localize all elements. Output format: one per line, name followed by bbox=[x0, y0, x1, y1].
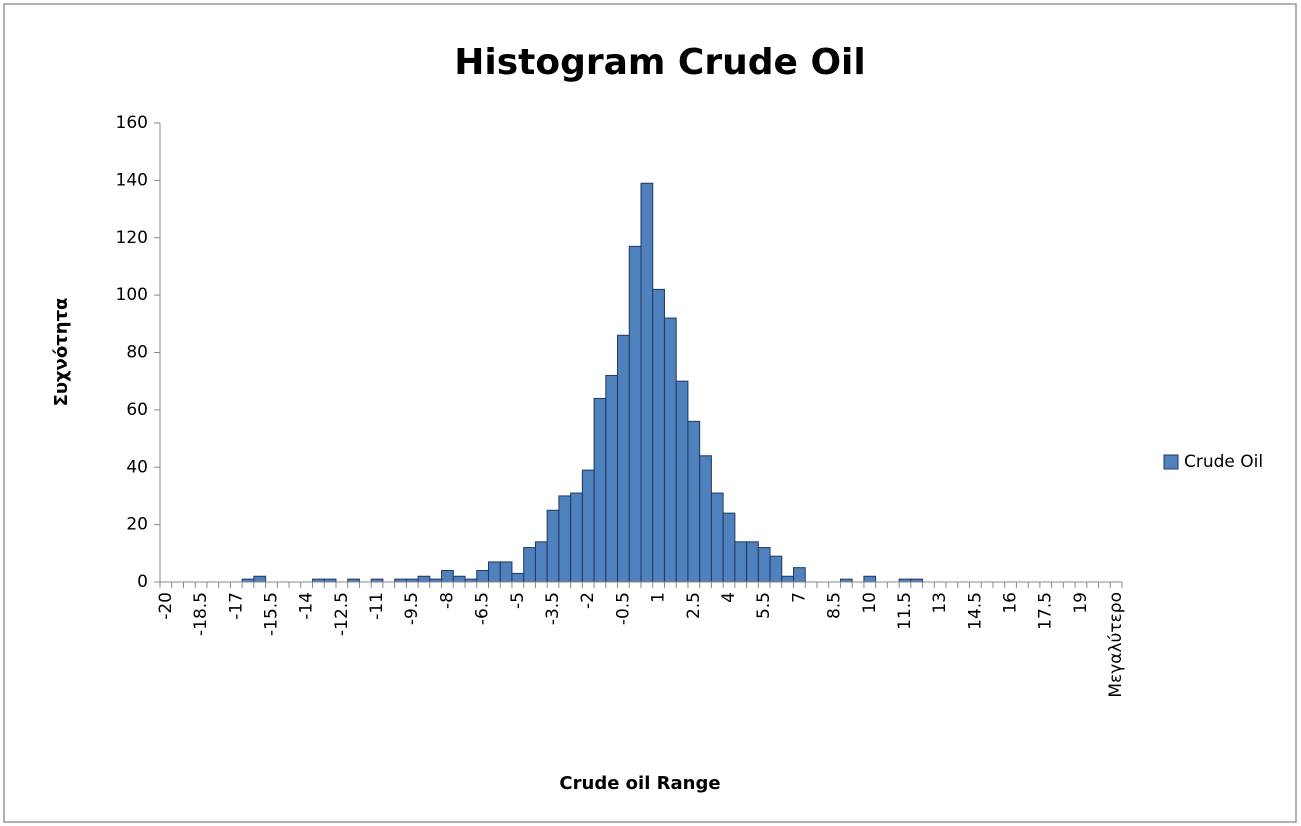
x-tick-label: -14 bbox=[297, 592, 317, 620]
x-tick-label: -3.5 bbox=[543, 592, 563, 625]
bar bbox=[593, 397, 607, 583]
bar bbox=[487, 561, 501, 583]
x-tick-label: Μεγαλύτερο bbox=[1106, 592, 1126, 698]
y-tick-label: 160 bbox=[116, 113, 148, 133]
bar bbox=[617, 334, 630, 583]
x-tick-label: 16 bbox=[1001, 592, 1021, 614]
x-tick-label: 19 bbox=[1071, 592, 1091, 614]
bar bbox=[534, 541, 548, 583]
y-tick-label: 20 bbox=[126, 515, 148, 535]
x-tick-label: 2.5 bbox=[684, 592, 704, 619]
legend-swatch bbox=[1163, 454, 1179, 470]
bar bbox=[570, 492, 583, 583]
bar bbox=[722, 512, 736, 583]
bar bbox=[746, 541, 759, 583]
bar bbox=[781, 575, 795, 583]
x-tick-label: -9.5 bbox=[402, 592, 422, 625]
chart-title: Histogram Crude Oil bbox=[454, 42, 866, 83]
bar bbox=[476, 570, 489, 583]
bar bbox=[452, 575, 466, 583]
y-tick-label: 120 bbox=[116, 228, 148, 248]
bar bbox=[675, 380, 689, 583]
bar bbox=[499, 561, 513, 583]
x-tick-label: 14.5 bbox=[965, 592, 985, 630]
x-tick-label: 10 bbox=[860, 592, 880, 614]
y-tick-label: 100 bbox=[116, 285, 148, 305]
x-tick-label: -18.5 bbox=[191, 592, 211, 636]
x-tick-label: 17.5 bbox=[1036, 592, 1056, 630]
x-tick-label: -12.5 bbox=[332, 592, 352, 636]
x-tick-label: -20 bbox=[156, 592, 176, 620]
bar bbox=[863, 575, 877, 583]
x-tick-label: 8.5 bbox=[825, 592, 845, 619]
x-tick-label: -11 bbox=[367, 592, 387, 620]
bar bbox=[734, 541, 748, 583]
x-tick-label: -0.5 bbox=[613, 592, 633, 625]
bar bbox=[710, 492, 724, 583]
bar bbox=[699, 455, 712, 583]
y-tick-label: 80 bbox=[126, 343, 148, 363]
bar bbox=[652, 288, 665, 583]
x-tick-label: -5 bbox=[508, 592, 528, 609]
bar bbox=[441, 570, 454, 583]
bar bbox=[558, 495, 572, 583]
bar bbox=[253, 575, 267, 583]
x-tick-label: 7 bbox=[789, 592, 809, 603]
bar bbox=[581, 469, 595, 583]
y-tick-label: 140 bbox=[116, 170, 148, 190]
y-tick-label: 60 bbox=[126, 400, 148, 420]
bar bbox=[523, 547, 536, 583]
x-tick-label: -6.5 bbox=[473, 592, 493, 625]
bar bbox=[757, 547, 771, 583]
x-axis-title: Crude oil Range bbox=[559, 773, 720, 794]
bar bbox=[769, 555, 783, 583]
x-tick-label: 13 bbox=[930, 592, 950, 614]
y-tick-label: 0 bbox=[137, 572, 148, 592]
x-tick-label: -8 bbox=[437, 592, 457, 609]
bar bbox=[640, 182, 654, 583]
x-tick-label: -17 bbox=[226, 592, 246, 620]
bar bbox=[663, 317, 677, 583]
x-tick-label: 5.5 bbox=[754, 592, 774, 619]
legend-label: Crude Oil bbox=[1184, 452, 1263, 472]
bar bbox=[793, 567, 806, 583]
bar bbox=[687, 420, 701, 583]
bar bbox=[511, 572, 525, 583]
x-tick-label: 1 bbox=[649, 592, 669, 603]
x-tick-label: 11.5 bbox=[895, 592, 915, 630]
y-tick-label: 40 bbox=[126, 457, 148, 477]
x-tick-label: -2 bbox=[578, 592, 598, 609]
bar bbox=[417, 575, 431, 583]
bar bbox=[605, 374, 619, 583]
y-axis-title: Συχνότητα bbox=[51, 298, 72, 407]
bar bbox=[628, 245, 642, 583]
bar bbox=[546, 509, 560, 583]
x-tick-label: -15.5 bbox=[261, 592, 281, 636]
x-tick-label: 4 bbox=[719, 592, 739, 603]
